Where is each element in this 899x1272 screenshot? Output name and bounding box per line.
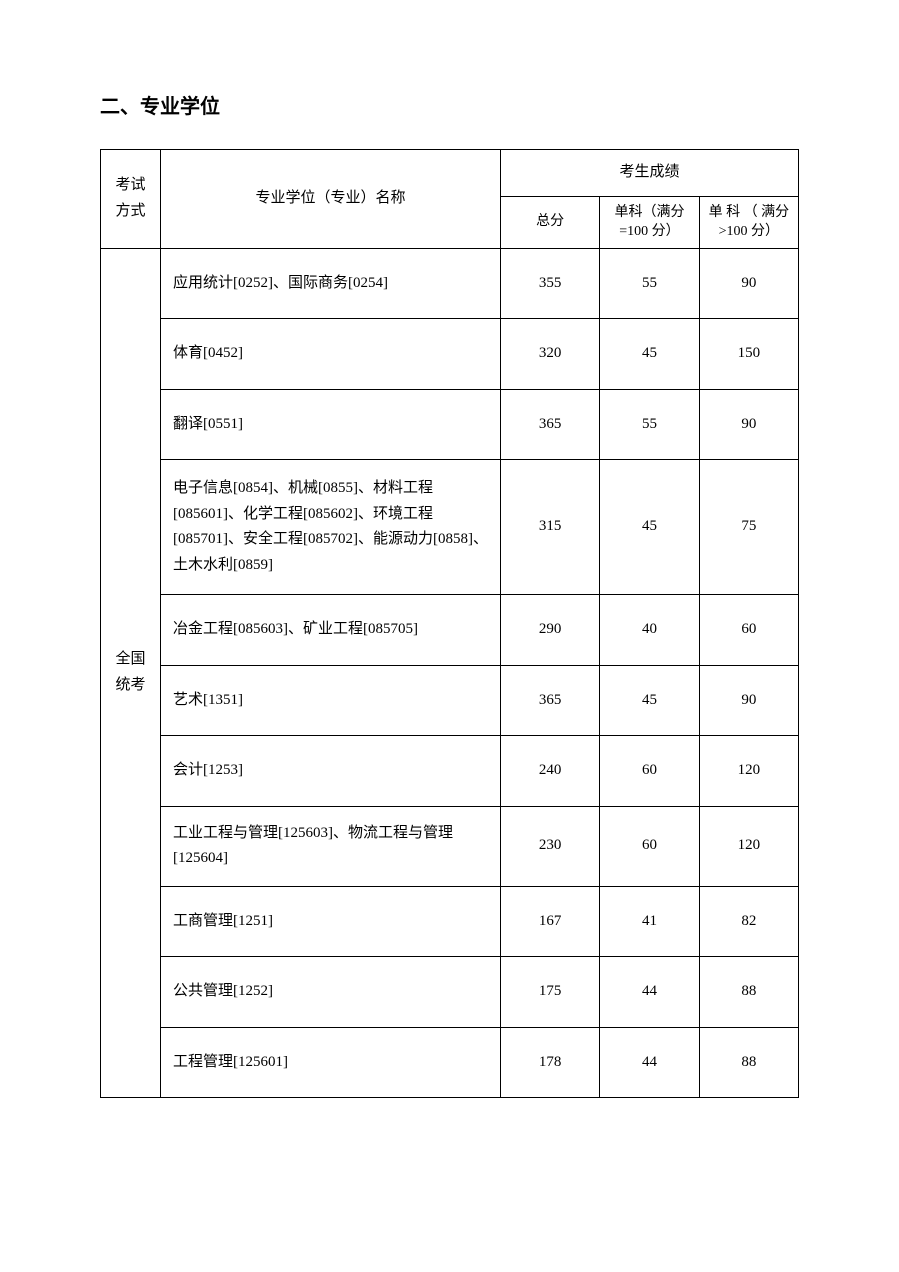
total-cell: 290 [501, 595, 600, 666]
header-major-name: 专业学位（专业）名称 [161, 150, 501, 249]
section-title: 二、专业学位 [100, 90, 799, 119]
header-single-100: 单科（满分=100 分） [600, 196, 699, 248]
table-row: 翻译[0551] 365 55 90 [101, 389, 799, 460]
table-row: 公共管理[1252] 175 44 88 [101, 957, 799, 1028]
sover-cell: 90 [699, 665, 798, 736]
scores-table: 考试 方式 专业学位（专业）名称 考生成绩 总分 单科（满分=100 分） 单 … [100, 149, 799, 1098]
s100-cell: 60 [600, 806, 699, 886]
sover-cell: 120 [699, 806, 798, 886]
sover-cell: 88 [699, 957, 798, 1028]
sover-cell: 150 [699, 319, 798, 390]
sover-cell: 82 [699, 886, 798, 957]
total-cell: 167 [501, 886, 600, 957]
total-cell: 178 [501, 1027, 600, 1098]
s100-cell: 55 [600, 248, 699, 319]
major-cell: 体育[0452] [161, 319, 501, 390]
sover-cell: 120 [699, 736, 798, 807]
table-row: 冶金工程[085603]、矿业工程[085705] 290 40 60 [101, 595, 799, 666]
header-single-over-100: 单 科 （ 满分>100 分） [699, 196, 798, 248]
table-row: 全国 统考 应用统计[0252]、国际商务[0254] 355 55 90 [101, 248, 799, 319]
major-cell: 会计[1253] [161, 736, 501, 807]
table-row: 工程管理[125601] 178 44 88 [101, 1027, 799, 1098]
total-cell: 175 [501, 957, 600, 1028]
s100-cell: 55 [600, 389, 699, 460]
total-cell: 365 [501, 665, 600, 736]
total-cell: 230 [501, 806, 600, 886]
s100-cell: 45 [600, 665, 699, 736]
s100-cell: 40 [600, 595, 699, 666]
major-cell: 公共管理[1252] [161, 957, 501, 1028]
header-score-group: 考生成绩 [501, 150, 799, 197]
s100-cell: 45 [600, 319, 699, 390]
total-cell: 320 [501, 319, 600, 390]
sover-cell: 90 [699, 389, 798, 460]
table-row: 工业工程与管理[125603]、物流工程与管理[125604] 230 60 1… [101, 806, 799, 886]
major-cell: 冶金工程[085603]、矿业工程[085705] [161, 595, 501, 666]
s100-cell: 44 [600, 1027, 699, 1098]
sover-cell: 90 [699, 248, 798, 319]
major-cell: 工程管理[125601] [161, 1027, 501, 1098]
s100-cell: 45 [600, 460, 699, 595]
header-exam-method: 考试 方式 [101, 150, 161, 249]
table-row: 工商管理[1251] 167 41 82 [101, 886, 799, 957]
table-row: 艺术[1351] 365 45 90 [101, 665, 799, 736]
sover-cell: 88 [699, 1027, 798, 1098]
s100-cell: 60 [600, 736, 699, 807]
table-row: 电子信息[0854]、机械[0855]、材料工程[085601]、化学工程[08… [101, 460, 799, 595]
exam-method-cell: 全国 统考 [101, 248, 161, 1098]
major-cell: 翻译[0551] [161, 389, 501, 460]
major-cell: 艺术[1351] [161, 665, 501, 736]
total-cell: 240 [501, 736, 600, 807]
header-row-1: 考试 方式 专业学位（专业）名称 考生成绩 [101, 150, 799, 197]
total-cell: 365 [501, 389, 600, 460]
table-row: 体育[0452] 320 45 150 [101, 319, 799, 390]
header-total-score: 总分 [501, 196, 600, 248]
major-cell: 工商管理[1251] [161, 886, 501, 957]
total-cell: 315 [501, 460, 600, 595]
total-cell: 355 [501, 248, 600, 319]
table-row: 会计[1253] 240 60 120 [101, 736, 799, 807]
s100-cell: 41 [600, 886, 699, 957]
major-cell: 工业工程与管理[125603]、物流工程与管理[125604] [161, 806, 501, 886]
s100-cell: 44 [600, 957, 699, 1028]
major-cell: 应用统计[0252]、国际商务[0254] [161, 248, 501, 319]
sover-cell: 60 [699, 595, 798, 666]
major-cell: 电子信息[0854]、机械[0855]、材料工程[085601]、化学工程[08… [161, 460, 501, 595]
sover-cell: 75 [699, 460, 798, 595]
